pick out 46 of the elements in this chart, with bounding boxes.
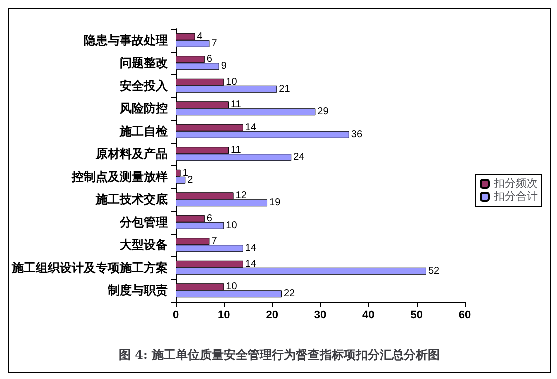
text: 图 4: 施工单位质量安全管理行为督查指标项扣分汇总分析图: [118, 348, 440, 362]
data-label: 2: [188, 174, 194, 186]
data-label: 22: [284, 288, 296, 300]
data-label: 36: [351, 129, 363, 140]
x-tick-label: 60: [458, 310, 472, 322]
data-label: 21: [279, 84, 291, 95]
data-label: 11: [230, 100, 242, 111]
data-label: 10: [226, 282, 238, 293]
x-tick-label: 40: [362, 310, 375, 322]
data-label: 14: [245, 243, 257, 254]
data-label: 10: [226, 76, 238, 88]
legend-label: 扣分频次: [493, 178, 538, 190]
y-tick-label: 安全投入: [120, 78, 169, 93]
data-label: 7: [212, 38, 218, 50]
x-tick-label: 30: [314, 310, 327, 322]
data-label: 6: [206, 213, 213, 224]
data-label: 10: [226, 220, 238, 232]
y-tick-label: 大型设备: [120, 238, 168, 252]
data-label: 24: [294, 152, 306, 164]
y-tick-label: 施工组织设计及专项施工方案: [11, 260, 168, 275]
x-tick-label: 20: [266, 310, 278, 322]
y-tick-label: 制度与职责: [107, 284, 168, 298]
x-tick-label: 10: [218, 310, 230, 322]
y-tick-label: 施工技术交底: [95, 192, 168, 207]
data-label: 9: [221, 61, 228, 72]
data-label: 12: [236, 190, 248, 202]
data-label: 14: [245, 122, 257, 134]
y-tick-label: 控制点及测量放样: [71, 170, 168, 184]
y-tick-label: 问题整改: [120, 56, 169, 70]
data-label: 14: [245, 258, 257, 270]
data-label: 1: [182, 168, 189, 179]
data-label: 29: [318, 106, 330, 118]
y-tick-label: 风险防控: [119, 102, 168, 116]
y-tick-label: 分包管理: [119, 215, 168, 230]
data-label: 11: [230, 145, 242, 156]
data-label: 7: [212, 236, 218, 248]
x-tick-label: 0: [172, 310, 180, 322]
y-tick-label: 隐患与事故处理: [84, 33, 168, 48]
data-label: 52: [428, 266, 440, 277]
data-label: 19: [270, 198, 282, 209]
y-tick-label: 原材料及产品: [95, 147, 168, 162]
y-tick-label: 施工自检: [119, 124, 169, 138]
data-label: 6: [206, 54, 213, 66]
x-tick-label: 50: [410, 310, 423, 322]
data-label: 4: [197, 31, 204, 42]
legend-label: 扣分合计: [493, 190, 538, 203]
